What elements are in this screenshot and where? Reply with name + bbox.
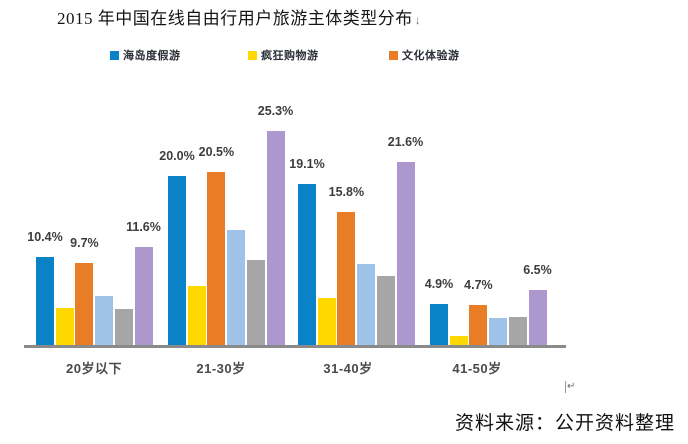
bar-gray-31-40岁 — [376, 275, 395, 345]
legend-item-culture: 文化体验游 — [389, 48, 460, 62]
legend-label: 文化体验游 — [402, 50, 460, 62]
x-axis-label-31-40: 31-40岁 — [323, 361, 373, 376]
legend-swatch-yellow-icon — [248, 50, 257, 60]
bar-value-label: 6.5% — [523, 263, 552, 278]
bar-gray-20岁以下 — [114, 308, 133, 345]
legend-label: 海岛度假游 — [123, 50, 181, 62]
legend-label: 疯狂购物游 — [261, 50, 319, 62]
bar-purple-21-30岁 — [266, 131, 285, 345]
x-axis-label-41-50: 41-50岁 — [452, 361, 502, 376]
bar-gray-41-50岁 — [508, 317, 527, 345]
bar-blue-31-40岁 — [298, 183, 316, 345]
bar-lightblue-31-40岁 — [357, 263, 376, 345]
bar-purple-41-50岁 — [528, 290, 547, 345]
x-axis-label-21-30: 21-30岁 — [196, 361, 246, 376]
bar-orange-41-50岁 — [469, 305, 488, 345]
bar-value-label: 10.4% — [27, 230, 63, 245]
x-axis-line — [24, 345, 566, 348]
legend-swatch-blue-icon — [110, 50, 119, 60]
x-axis-label-under-20: 20岁以下 — [66, 361, 122, 376]
bar-lightblue-20岁以下 — [95, 296, 114, 345]
bar-value-label: 11.6% — [126, 219, 161, 234]
bar-orange-31-40岁 — [337, 211, 356, 345]
bar-value-label: 4.7% — [464, 278, 493, 293]
source-note: 资料来源：公开资料整理 — [455, 413, 676, 434]
linebreak-mark: ↓ — [414, 13, 422, 27]
legend-swatch-orange-icon — [389, 50, 398, 60]
bar-orange-20岁以下 — [75, 263, 94, 345]
bar-value-label: 15.8% — [328, 184, 365, 199]
paragraph-mark-icon: ↵ — [565, 381, 576, 393]
chart-title-text: 2015 年中国在线自由行用户旅游主体类型分布 — [57, 9, 413, 28]
bar-value-label: 9.7% — [70, 236, 99, 251]
bar-value-label: 21.6% — [387, 135, 424, 150]
bar-value-label: 25.3% — [257, 104, 294, 119]
bar-blue-41-50岁 — [430, 303, 448, 345]
bar-value-label: 20.0% — [159, 149, 195, 163]
legend-item-island-vacation: 海岛度假游 — [110, 48, 181, 62]
bar-yellow-21-30岁 — [187, 285, 206, 345]
bar-purple-31-40岁 — [396, 162, 415, 345]
bar-value-label: 19.1% — [289, 156, 325, 171]
bar-value-label: 4.9% — [424, 276, 454, 291]
legend-item-shopping: 疯狂购物游 — [248, 48, 319, 62]
bar-yellow-20岁以下 — [55, 307, 74, 345]
bar-blue-20岁以下 — [36, 257, 54, 345]
bar-orange-21-30岁 — [207, 171, 226, 345]
bar-chart-plot: 10.4% 20.0% 19.1% 4.9% 9.7% 20.5% 15.8% 4.7% 11.… — [27, 100, 573, 345]
bar-blue-21-30岁 — [168, 176, 186, 345]
bar-yellow-41-50岁 — [449, 335, 468, 345]
bar-gray-21-30岁 — [246, 259, 265, 345]
bar-yellow-31-40岁 — [317, 297, 336, 345]
chart-title: 2015 年中国在线自由行用户旅游主体类型分布 ↓ — [57, 4, 421, 29]
bar-value-label: 20.5% — [198, 144, 235, 159]
bar-lightblue-21-30岁 — [227, 230, 246, 345]
bar-purple-20岁以下 — [134, 246, 153, 345]
bar-lightblue-41-50岁 — [489, 317, 508, 345]
